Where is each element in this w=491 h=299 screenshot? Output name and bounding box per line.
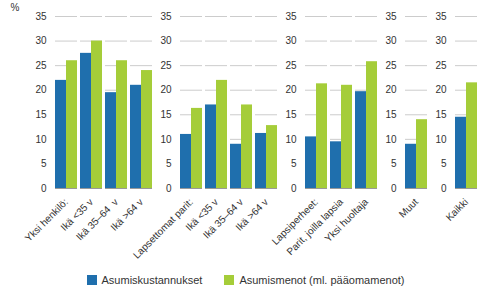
svg-text:20: 20 bbox=[35, 84, 47, 95]
svg-text:5: 5 bbox=[291, 158, 297, 169]
html-text:Asumiskustannukset: Asumiskustannukset bbox=[101, 274, 203, 286]
svg-text:Lapsettomat parit:: Lapsettomat parit: bbox=[130, 196, 196, 261]
svg-text:15: 15 bbox=[35, 109, 47, 120]
svg-text:35: 35 bbox=[285, 11, 297, 22]
svg-text:10: 10 bbox=[160, 134, 172, 145]
svg-text:Ikä <35 v: Ikä <35 v bbox=[58, 196, 96, 233]
svg-text:15: 15 bbox=[285, 109, 297, 120]
svg-text:5: 5 bbox=[41, 158, 47, 169]
svg-text:Muut: Muut bbox=[397, 196, 421, 220]
svg-text:25: 25 bbox=[385, 60, 397, 71]
svg-text:35: 35 bbox=[385, 11, 397, 22]
svg-text:5: 5 bbox=[166, 158, 172, 169]
svg-text:0: 0 bbox=[441, 183, 447, 194]
svg-text:5: 5 bbox=[441, 158, 447, 169]
svg-text:30: 30 bbox=[435, 35, 447, 46]
svg-text:Ikä >64 v: Ikä >64 v bbox=[234, 196, 271, 233]
svg-text:Yksi huoltaja: Yksi huoltaja bbox=[322, 196, 370, 244]
svg-text:30: 30 bbox=[35, 35, 47, 46]
svg-text:20: 20 bbox=[160, 84, 172, 95]
svg-text:0: 0 bbox=[166, 183, 172, 194]
svg-text:Parit, joilla lapsia: Parit, joilla lapsia bbox=[284, 196, 346, 258]
svg-text:35: 35 bbox=[435, 11, 447, 22]
svg-text:5: 5 bbox=[391, 158, 397, 169]
svg-text:25: 25 bbox=[35, 60, 47, 71]
svg-text:20: 20 bbox=[285, 84, 297, 95]
svg-text:20: 20 bbox=[385, 84, 397, 95]
svg-text:15: 15 bbox=[435, 109, 447, 120]
svg-text:0: 0 bbox=[41, 183, 47, 194]
svg-text:10: 10 bbox=[385, 134, 397, 145]
svg-text:30: 30 bbox=[385, 35, 397, 46]
svg-text:25: 25 bbox=[160, 60, 172, 71]
svg-text:15: 15 bbox=[160, 109, 172, 120]
svg-text:10: 10 bbox=[435, 134, 447, 145]
svg-text:Ikä 35–64 v: Ikä 35–64 v bbox=[201, 196, 245, 240]
svg-text:30: 30 bbox=[160, 35, 172, 46]
svg-text:35: 35 bbox=[160, 11, 172, 22]
svg-text:25: 25 bbox=[435, 60, 447, 71]
svg-text:0: 0 bbox=[391, 183, 397, 194]
svg-text:10: 10 bbox=[285, 134, 297, 145]
svg-text:25: 25 bbox=[285, 60, 297, 71]
svg-text:35: 35 bbox=[35, 11, 47, 22]
svg-text:%: % bbox=[11, 2, 20, 13]
svg-text:Lapsiperheet:: Lapsiperheet: bbox=[269, 196, 321, 247]
svg-text:Ikä 35–64 v: Ikä 35–64 v bbox=[73, 196, 121, 243]
svg-text:0: 0 bbox=[291, 183, 297, 194]
svg-text:30: 30 bbox=[285, 35, 297, 46]
svg-text:Ikä <35 v: Ikä <35 v bbox=[183, 196, 221, 233]
svg-text:20: 20 bbox=[435, 84, 447, 95]
svg-text:15: 15 bbox=[385, 109, 397, 120]
svg-text:Yksi henkilö:: Yksi henkilö: bbox=[22, 196, 71, 244]
svg-text:Ikä >64 v: Ikä >64 v bbox=[109, 196, 146, 233]
html-text:Asumismenot (ml. pääomamenot): Asumismenot (ml. pääomamenot) bbox=[239, 274, 405, 286]
svg-text:Kaikki: Kaikki bbox=[444, 196, 471, 223]
svg-text:10: 10 bbox=[35, 134, 47, 145]
